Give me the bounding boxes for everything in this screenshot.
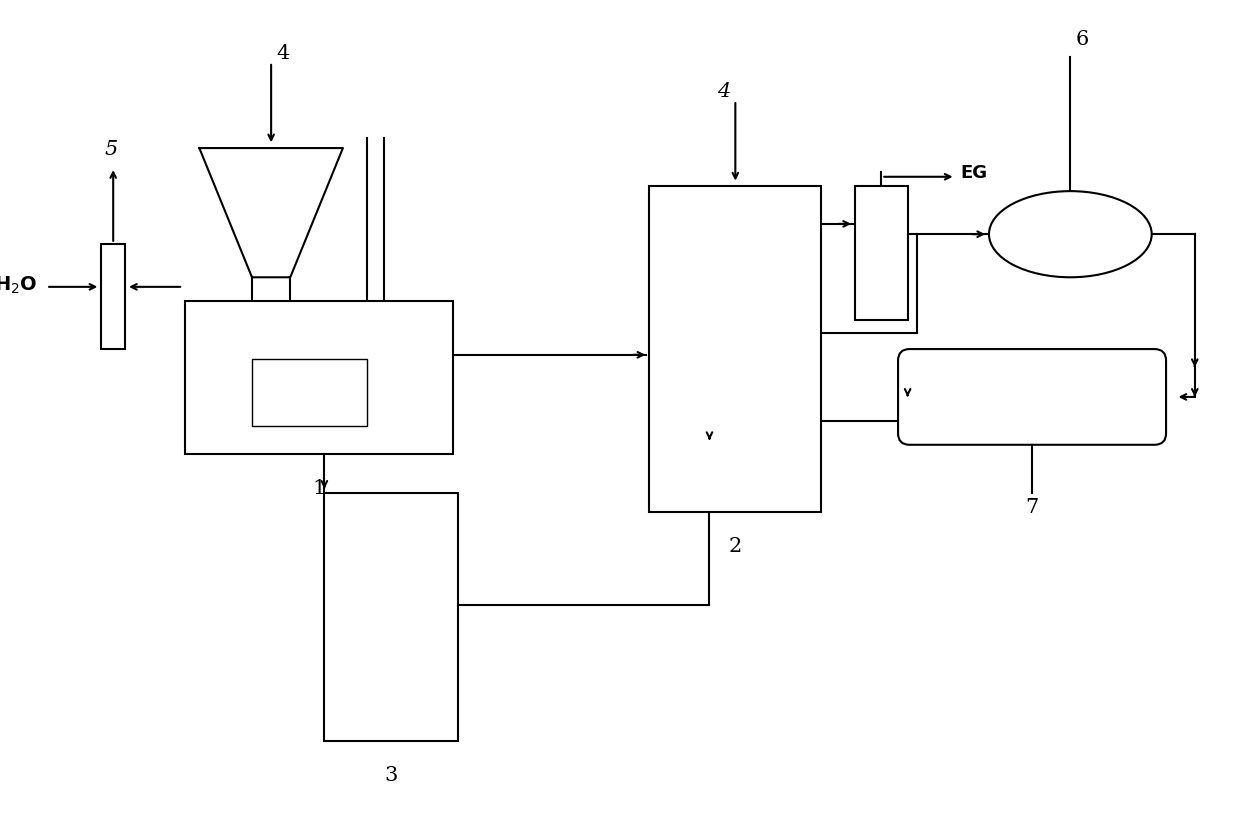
Text: 4: 4 [717, 82, 730, 101]
Bar [650, 187, 821, 512]
Text: 3: 3 [384, 766, 398, 784]
Text: 6: 6 [1075, 29, 1089, 48]
Bar [185, 302, 453, 455]
Ellipse shape [990, 192, 1152, 278]
Bar [252, 359, 367, 426]
Text: 4: 4 [277, 43, 289, 63]
FancyBboxPatch shape [898, 349, 1166, 446]
Text: H$_2$O: H$_2$O [0, 274, 37, 295]
Bar [856, 187, 908, 321]
Text: 7: 7 [1025, 497, 1039, 517]
Bar [324, 493, 458, 742]
Bar [102, 244, 125, 349]
Text: 2: 2 [729, 536, 742, 555]
Text: 5: 5 [104, 140, 118, 159]
Text: 1: 1 [312, 479, 326, 497]
Text: EG: EG [960, 164, 987, 181]
